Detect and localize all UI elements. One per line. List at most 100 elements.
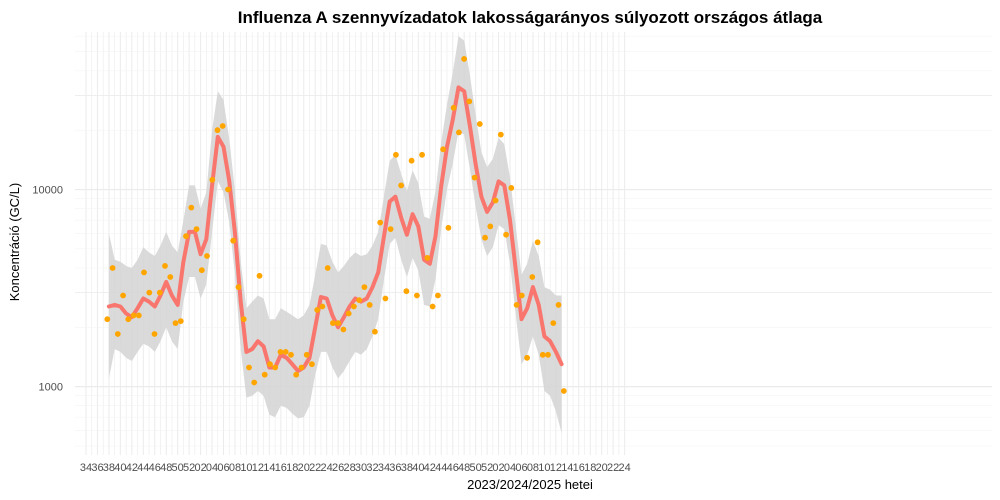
- data-point: [324, 265, 331, 271]
- x-tick-label: 38: [103, 462, 115, 474]
- y-axis-ticks: 1000 10000: [32, 185, 63, 394]
- data-point: [188, 204, 195, 211]
- data-point: [450, 104, 457, 111]
- data-point: [330, 320, 336, 326]
- data-point: [518, 292, 525, 299]
- x-tick-label: 40: [114, 462, 126, 474]
- data-point: [204, 253, 210, 259]
- data-point: [366, 302, 373, 308]
- data-point: [214, 127, 221, 134]
- data-point: [156, 289, 163, 296]
- data-point: [508, 185, 515, 191]
- data-point: [209, 176, 216, 183]
- y-axis-title: Koncentráció (GC/L): [7, 183, 22, 302]
- data-point: [314, 307, 321, 313]
- data-point: [471, 174, 478, 181]
- data-point: [361, 284, 368, 290]
- x-tick-label: 48: [458, 462, 470, 474]
- x-tick-label: 44: [435, 462, 447, 474]
- data-point: [487, 223, 494, 230]
- x-tick-label: 14: [561, 462, 573, 474]
- data-point: [193, 226, 200, 233]
- data-point: [482, 234, 488, 241]
- data-point: [303, 351, 310, 358]
- x-tick-label: 36: [389, 462, 401, 474]
- data-point: [503, 231, 509, 238]
- data-point: [141, 269, 147, 276]
- x-tick-label: 50: [172, 462, 184, 474]
- data-point: [345, 310, 352, 317]
- data-point: [539, 351, 546, 358]
- data-point: [534, 239, 541, 246]
- data-point: [225, 186, 231, 193]
- x-axis-ticks: 34 36 38 40 42 44 46 48 50 52 02 04 06 08 10 12 14 16 18 20…: [80, 462, 631, 474]
- data-point: [125, 316, 132, 323]
- x-tick-label: 46: [149, 462, 161, 474]
- data-point: [246, 364, 252, 371]
- x-tick-label: 22: [607, 462, 619, 474]
- data-point: [177, 318, 184, 324]
- data-point: [109, 265, 116, 271]
- x-tick-label: 16: [275, 462, 287, 474]
- data-point: [403, 288, 410, 295]
- x-tick-label: 22: [309, 462, 321, 474]
- x-tick-label: 36: [91, 462, 103, 474]
- smoothed-trend-line: [106, 85, 564, 373]
- x-tick-label: 06: [515, 462, 527, 474]
- data-point: [298, 364, 305, 371]
- x-tick-label: 48: [160, 462, 172, 474]
- x-tick-label: 20: [298, 462, 310, 474]
- y-tick-label: 10000: [32, 185, 63, 197]
- data-point: [288, 351, 294, 358]
- x-tick-label: 34: [378, 462, 390, 474]
- data-point: [408, 157, 415, 164]
- data-point: [114, 331, 121, 337]
- data-point: [162, 263, 168, 269]
- data-point: [372, 328, 378, 335]
- x-tick-label: 02: [194, 462, 206, 474]
- data-point: [492, 197, 499, 204]
- data-point: [440, 146, 446, 153]
- x-tick-label: 10: [240, 462, 252, 474]
- data-point: [267, 361, 273, 368]
- data-point: [293, 371, 300, 378]
- data-point: [377, 219, 384, 226]
- x-tick-label: 16: [573, 462, 585, 474]
- x-tick-label: 44: [137, 462, 149, 474]
- data-point: [230, 237, 237, 244]
- data-point: [513, 302, 520, 308]
- data-point: [256, 272, 263, 279]
- x-tick-label: 24: [321, 462, 333, 474]
- data-point: [146, 289, 153, 296]
- data-point: [272, 364, 279, 371]
- x-tick-label: 38: [401, 462, 413, 474]
- data-point: [340, 326, 347, 333]
- x-tick-label: 52: [481, 462, 493, 474]
- data-point: [545, 351, 551, 358]
- x-tick-label: 14: [263, 462, 275, 474]
- x-tick-label: 18: [584, 462, 596, 474]
- x-tick-label: 32: [366, 462, 378, 474]
- data-point: [382, 295, 389, 302]
- x-tick-label: 26: [332, 462, 344, 474]
- x-tick-label: 24: [618, 462, 630, 474]
- chart-title: Influenza A szennyvízadatok lakosságarán…: [238, 8, 823, 27]
- data-point: [120, 292, 126, 299]
- x-tick-label: 34: [80, 462, 92, 474]
- data-point: [130, 312, 137, 319]
- data-point: [524, 354, 530, 361]
- data-point: [198, 267, 205, 274]
- x-tick-label: 12: [550, 462, 562, 474]
- x-tick-label: 40: [412, 462, 424, 474]
- x-axis-title: 2023/2024/2025 hetei: [467, 477, 593, 492]
- data-point: [104, 316, 111, 323]
- data-point: [251, 379, 258, 386]
- trend-line-path: [106, 85, 564, 373]
- data-point: [445, 224, 452, 231]
- data-point: [172, 320, 179, 326]
- data-point: [497, 131, 504, 138]
- data-point: [309, 361, 315, 368]
- data-point: [550, 320, 557, 326]
- data-point: [183, 233, 189, 240]
- data-point: [435, 292, 441, 299]
